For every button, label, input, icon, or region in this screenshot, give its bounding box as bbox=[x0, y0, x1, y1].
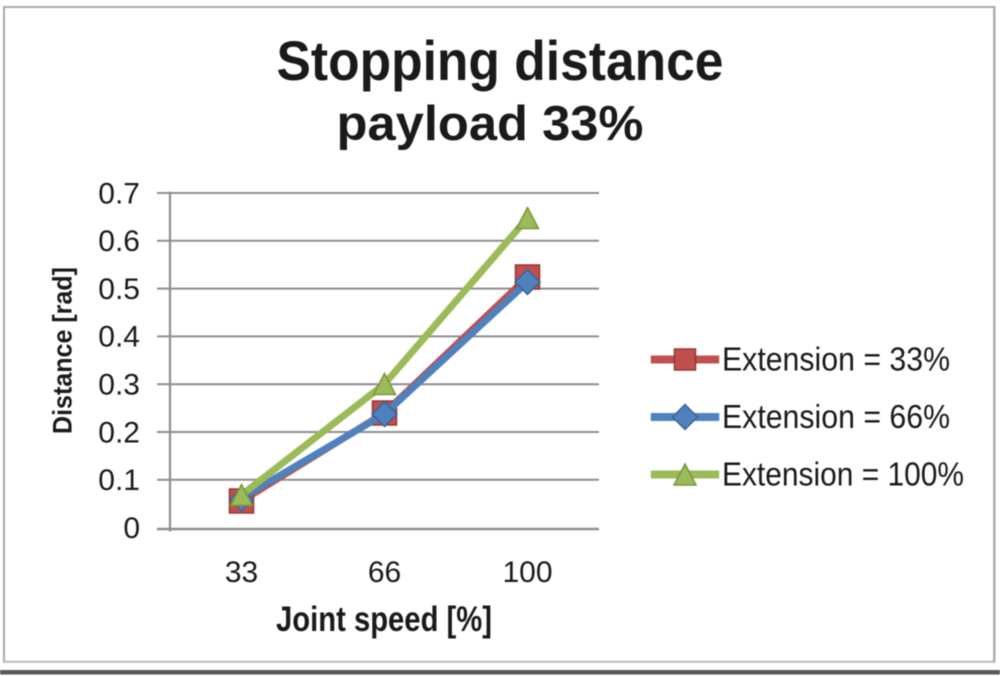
svg-text:Extension = 66%: Extension = 66% bbox=[722, 398, 950, 435]
svg-text:66: 66 bbox=[368, 556, 401, 589]
svg-text:0: 0 bbox=[123, 512, 140, 545]
svg-text:0.5: 0.5 bbox=[98, 273, 140, 306]
svg-text:Joint speed [%]: Joint speed [%] bbox=[276, 600, 492, 639]
svg-text:Extension = 100%: Extension = 100% bbox=[722, 456, 964, 493]
svg-text:0.3: 0.3 bbox=[98, 369, 140, 402]
svg-text:Stopping distance: Stopping distance bbox=[277, 29, 724, 92]
svg-text:0.2: 0.2 bbox=[98, 416, 140, 449]
svg-text:0.7: 0.7 bbox=[98, 177, 140, 210]
svg-text:Distance [rad]: Distance [rad] bbox=[48, 267, 78, 434]
svg-text:100: 100 bbox=[502, 556, 552, 589]
svg-text:0.4: 0.4 bbox=[98, 321, 140, 354]
svg-text:0.6: 0.6 bbox=[98, 225, 140, 258]
svg-text:payload 33%: payload 33% bbox=[337, 97, 644, 151]
svg-text:Extension = 33%: Extension = 33% bbox=[722, 341, 950, 378]
svg-text:33: 33 bbox=[225, 556, 258, 589]
svg-text:0.1: 0.1 bbox=[98, 464, 140, 497]
